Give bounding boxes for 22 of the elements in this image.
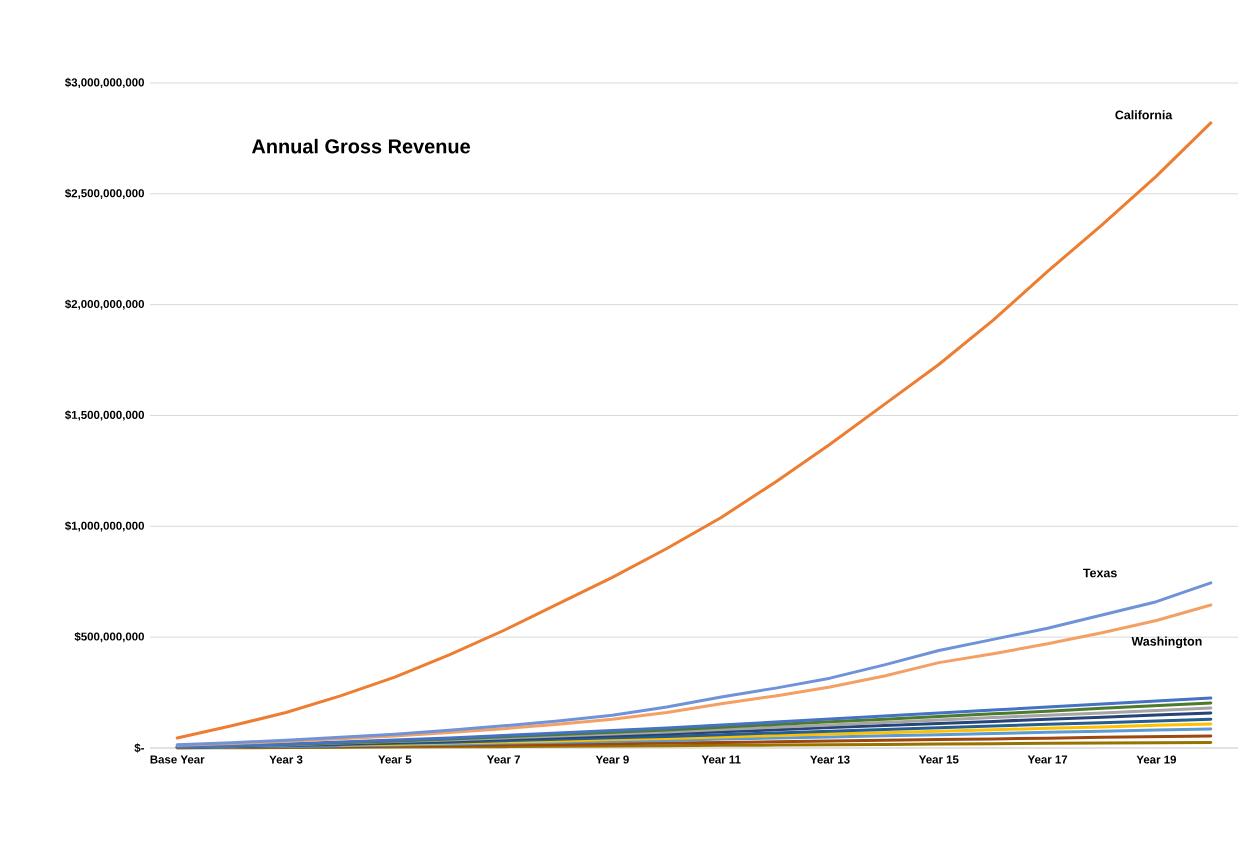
x-tick-label: Year 9 <box>595 755 629 764</box>
x-tick-label: Year 7 <box>486 755 520 764</box>
text: Texas <box>1083 568 1117 578</box>
y-tick-label: $2,500,000,000 <box>65 188 145 199</box>
text: California <box>1115 110 1173 120</box>
x-tick-label: Year 11 <box>701 755 741 764</box>
y-tick-label: $500,000,000 <box>74 632 145 643</box>
x-tick-label: Base Year <box>150 755 205 764</box>
x-tick-label: Year 5 <box>378 755 412 764</box>
x-tick-label: Year 3 <box>269 755 303 764</box>
y-tick-label: $3,000,000,000 <box>65 77 145 89</box>
text: Annual Gross Revenue <box>251 138 470 154</box>
y-tick-label: $1,000,000,000 <box>65 521 145 532</box>
x-tick-label: Year 13 <box>810 755 850 764</box>
y-tick-label: $1,500,000,000 <box>65 410 145 421</box>
x-tick-label: Year 19 <box>1136 755 1177 764</box>
y-tick-label: $- <box>134 743 145 753</box>
x-tick-label: Year 15 <box>918 755 959 764</box>
line-series <box>175 121 1213 740</box>
y-tick-label: $2,000,000,000 <box>65 299 145 310</box>
x-tick-label: Year 17 <box>1027 755 1068 764</box>
series-label: Washington <box>1131 636 1202 649</box>
